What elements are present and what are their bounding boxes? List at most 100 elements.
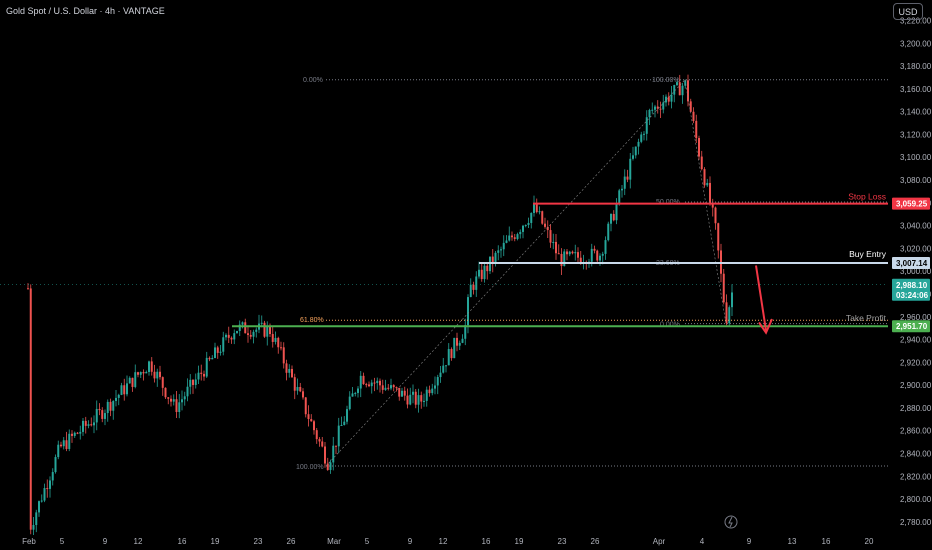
candle [142,369,145,381]
x-tick-label: 9 [103,537,108,546]
y-tick-label: 2,920.00 [900,358,932,367]
candle-body [238,324,241,332]
candle-body [266,326,269,337]
candle [412,384,414,404]
candle [337,417,340,454]
candle-body [401,390,403,397]
candle-body [571,251,574,254]
candle [450,347,453,361]
candle [519,229,522,239]
candle-body [57,444,60,458]
candle [216,345,219,359]
take-profit-label: Take Profit [846,313,887,323]
candle-body [203,373,205,377]
candle-body [601,253,604,256]
candle-body [73,432,76,436]
y-tick-label: 3,020.00 [900,244,932,253]
candle-body [260,322,263,324]
candle [379,378,381,393]
candle [76,431,79,435]
candle [557,244,560,255]
candle-body [689,101,692,112]
candle-body [227,334,230,338]
candle-body [38,501,40,513]
candle-body [43,488,46,501]
y-tick-label: 2,960.00 [900,313,932,322]
candle [615,198,618,225]
candle [161,376,164,396]
candle [112,400,115,420]
candle [197,365,200,385]
candle [186,378,189,402]
candle [359,371,362,398]
candle-body [109,401,112,411]
candle [538,206,541,215]
candle [398,387,401,401]
candle [659,101,662,118]
y-tick-label: 2,800.00 [900,495,932,504]
candle [368,381,370,388]
candle [181,390,183,411]
candle-body [626,176,629,180]
projection-arrow [755,265,767,331]
candle [475,271,478,297]
candle-body [318,439,321,442]
candle-body [414,391,417,405]
candle-body [296,386,299,391]
candle-body [233,333,236,340]
candle [453,337,456,359]
x-tick-label: 19 [515,537,524,546]
candle [29,284,32,535]
candle-body [629,158,632,180]
candle [593,245,596,254]
candle-body [450,349,453,359]
candle [159,365,161,380]
candle [717,222,720,259]
candle-body [84,420,87,426]
candle-body [192,379,194,385]
candle [392,384,395,392]
candle-body [458,342,461,346]
candle [324,442,326,468]
candle-body [546,226,549,231]
candle [533,195,535,217]
chart-title: Gold Spot / U.S. Dollar · 4h · VANTAGE [6,6,165,16]
candle-body [200,372,203,374]
candle-body [500,249,502,251]
candle-body [216,347,219,353]
y-tick-label: 2,780.00 [900,518,932,527]
candle-body [714,207,717,224]
candle [670,86,673,109]
candle [101,407,104,423]
candle [65,431,68,452]
candle-body [148,361,150,372]
candle-body [516,234,519,239]
candle [428,385,431,397]
currency-button[interactable]: USD [893,3,923,20]
x-tick-label: 13 [788,537,797,546]
candle [346,405,348,425]
candle [417,388,420,413]
candle [629,153,632,189]
candle [38,500,40,517]
candle-body [54,457,57,473]
candle-body [524,225,527,227]
y-axis: 2,780.00 2,800.00 2,820.00 2,840.00 2,860.00… [900,17,932,527]
candle [640,131,643,144]
candle [27,283,29,290]
candle-body [464,325,467,339]
candle-body [634,146,637,156]
candle-body [346,409,348,422]
candle-body [604,240,607,254]
candle-body [46,488,49,490]
candle [252,329,255,344]
candle [255,327,258,338]
candle [406,388,409,409]
y-tick-label: 3,160.00 [900,85,932,94]
candle-body [453,337,456,359]
candle-body [511,235,513,238]
candle-body [654,106,656,110]
candle [511,231,513,241]
